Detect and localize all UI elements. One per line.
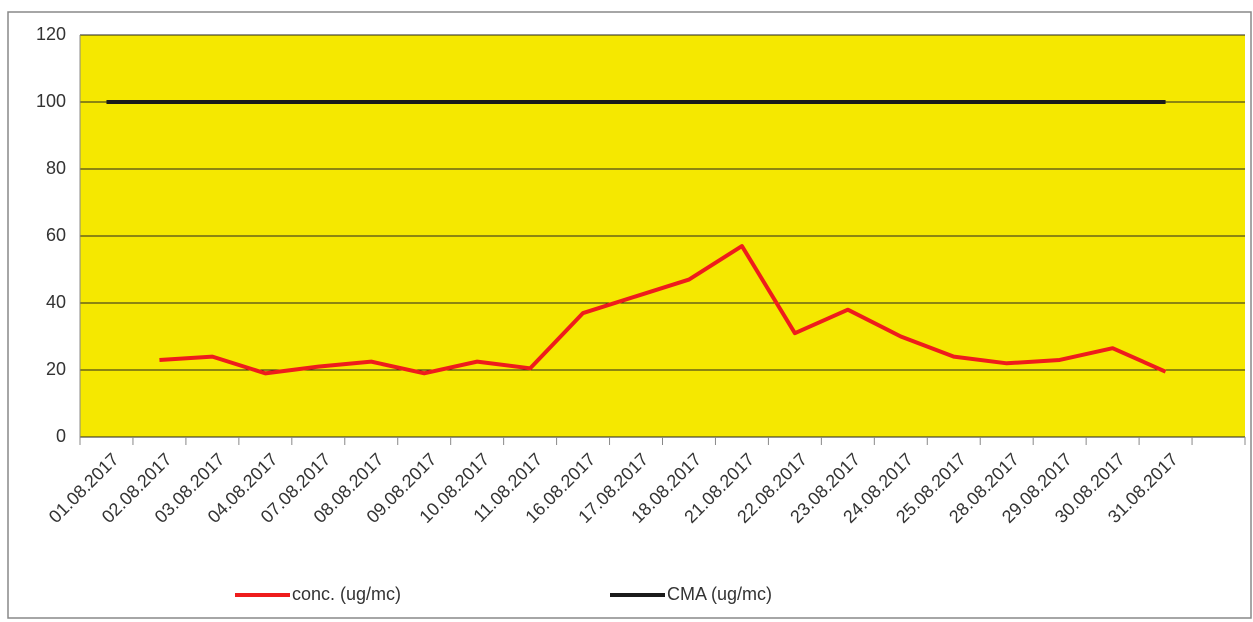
y-tick-label: 0 — [56, 426, 66, 446]
series-line — [159, 244, 1167, 376]
y-tick-label: 60 — [46, 225, 66, 245]
y-tick-label: 40 — [46, 292, 66, 312]
y-tick-label: 20 — [46, 359, 66, 379]
y-tick-label: 120 — [36, 24, 66, 44]
y-tick-label: 100 — [36, 91, 66, 111]
y-tick-label: 80 — [46, 158, 66, 178]
legend-label: CMA (ug/mc) — [667, 584, 772, 604]
legend-label: conc. (ug/mc) — [292, 584, 401, 604]
